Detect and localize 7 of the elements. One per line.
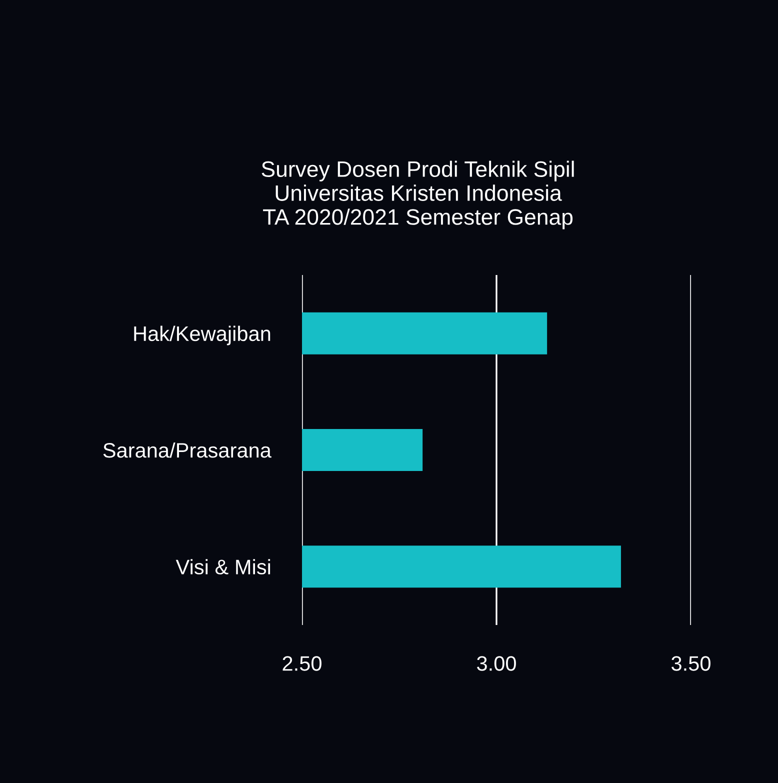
- x-tick-label: 3.00: [477, 656, 516, 671]
- y-tick-label: Visi & Misi: [176, 559, 270, 574]
- y-tick-label: Sarana/Prasarana: [103, 442, 272, 458]
- chart-title: Survey Dosen Prodi Teknik Sipil Universitas Kristen Indonesia TA 2020/2021 Semester Genap: [262, 160, 574, 230]
- x-tick-label: 3.50: [672, 656, 710, 671]
- x-tick-label: 2.50: [282, 656, 322, 671]
- y-tick-label: Hak/Kewajiban: [134, 326, 270, 346]
